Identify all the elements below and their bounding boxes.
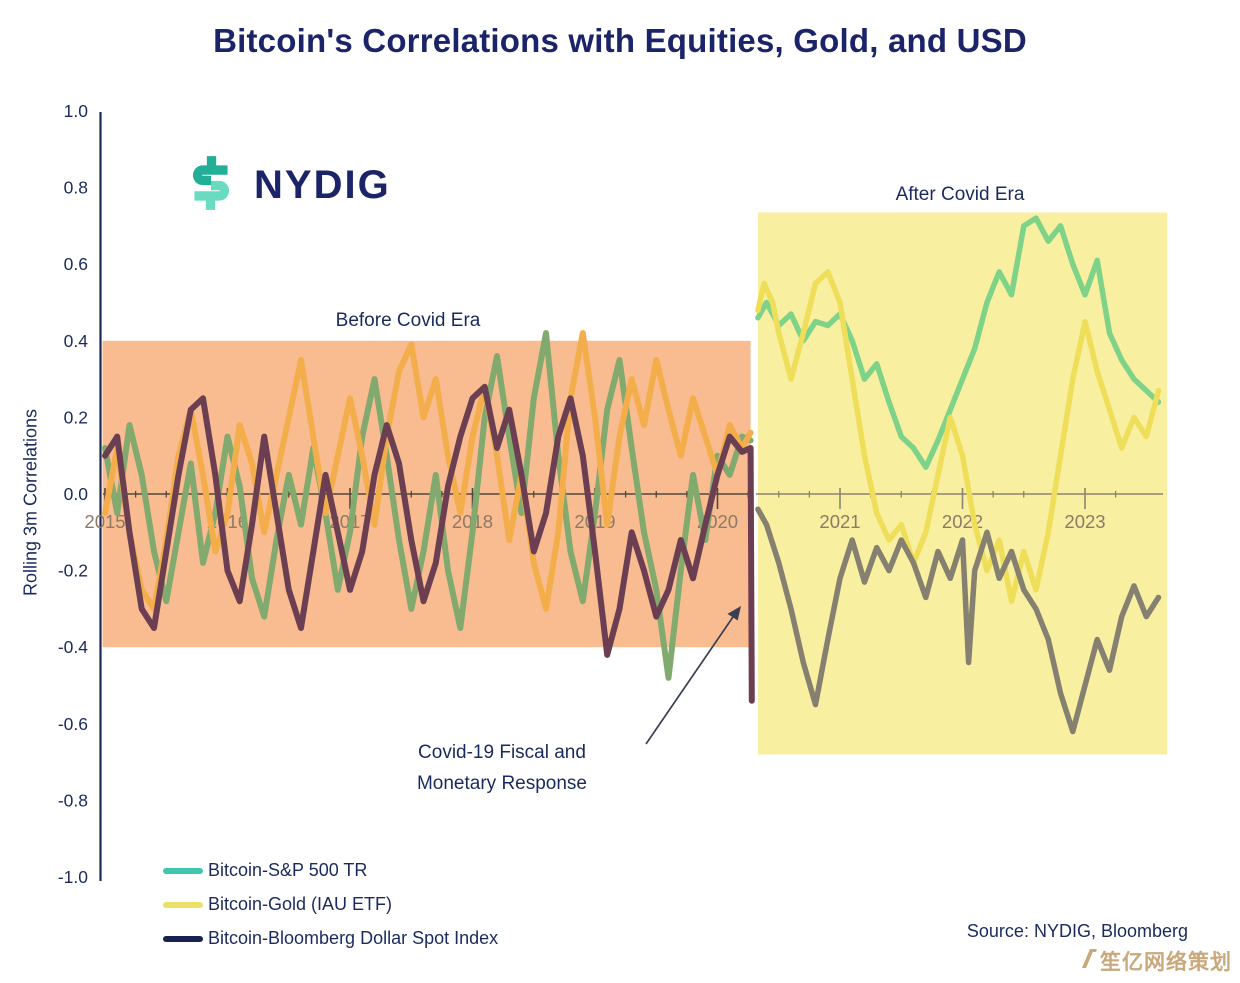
- series-line-bitcoin-s-p-500-tr-after: [755, 215, 1162, 470]
- y-tick-label-0.0: 0.0: [64, 484, 89, 504]
- y-tick-label-0.2: 0.2: [64, 407, 88, 427]
- watermark: 笙亿网络策划: [1080, 946, 1232, 976]
- x-tick-label-2021: 2021: [819, 511, 860, 532]
- source-note: Source: NYDIG, Bloomberg: [966, 921, 1188, 941]
- legend-item-1: Bitcoin-Gold (IAU ETF): [163, 892, 498, 917]
- covid-response-annotation: Covid-19 Fiscal and Monetary Response: [377, 737, 627, 799]
- legend-label: Bitcoin-Gold (IAU ETF): [208, 894, 393, 914]
- y-tick-label--0.2: -0.2: [58, 561, 88, 581]
- legend-label: Bitcoin-S&P 500 TR: [208, 860, 368, 880]
- legend-swatch: [163, 935, 203, 942]
- y-tick-label-0.4: 0.4: [64, 331, 89, 351]
- before-covid-era-label: Before Covid Era: [335, 310, 481, 331]
- y-tick-label-1.0: 1.0: [64, 101, 89, 121]
- nydig-logo: NYDIG: [180, 152, 391, 219]
- series-line-bitcoin-bloomberg-dollar-spot-index-after: [755, 506, 1162, 735]
- y-tick-label--0.6: -0.6: [58, 714, 88, 734]
- y-axis-title: Rolling 3m Correlations: [20, 408, 41, 597]
- x-tick-label-2015: 2015: [84, 511, 125, 532]
- y-tick-label--1.0: -1.0: [58, 867, 88, 887]
- after-covid-era-label: After Covid Era: [895, 184, 1025, 205]
- watermark-slash-icon: [1080, 946, 1098, 976]
- y-tick-label-0.8: 0.8: [64, 178, 88, 198]
- chart-legend: Bitcoin-S&P 500 TR Bitcoin-Gold (IAU ETF)…: [163, 858, 498, 951]
- y-tick-label--0.8: -0.8: [58, 790, 88, 810]
- covid-annotation-arrow: [645, 613, 736, 745]
- covid-response-annotation-line2: Monetary Response: [416, 773, 588, 794]
- nydig-logo-icon: [180, 152, 242, 219]
- series-line-bitcoin-gold-iau-etf--after: [755, 269, 1162, 604]
- x-tick-label-2023: 2023: [1064, 511, 1105, 532]
- nydig-logo-text: NYDIG: [254, 163, 391, 207]
- series-line-bitcoin-gold-iau-etf--before: [102, 330, 754, 612]
- legend-item-2: Bitcoin-Bloomberg Dollar Spot Index: [163, 926, 498, 951]
- covid-response-annotation-line1: Covid-19 Fiscal and: [418, 742, 586, 763]
- series-line-bitcoin-bloomberg-dollar-spot-index-before: [102, 383, 755, 704]
- page-title: Bitcoin's Correlations with Equities, Go…: [213, 22, 1027, 59]
- legend-item-0: Bitcoin-S&P 500 TR: [163, 858, 498, 883]
- y-tick-label-0.6: 0.6: [64, 254, 88, 274]
- legend-label: Bitcoin-Bloomberg Dollar Spot Index: [208, 928, 499, 948]
- watermark-text: 笙亿网络策划: [1100, 951, 1232, 974]
- covid-annotation-arrowhead: [727, 606, 741, 621]
- legend-swatch: [163, 867, 203, 874]
- after-covid-era-region: [757, 212, 1168, 755]
- y-tick-label--0.4: -0.4: [58, 637, 88, 657]
- legend-swatch: [163, 901, 203, 908]
